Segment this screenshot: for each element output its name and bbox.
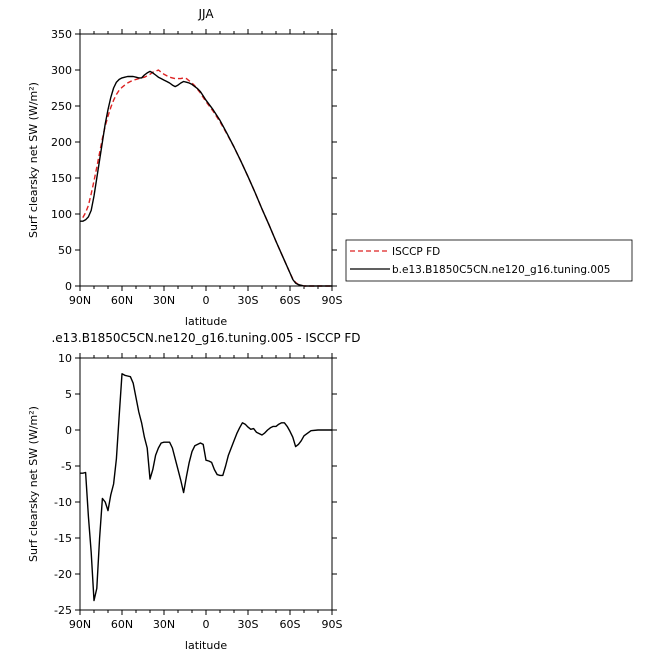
top-x-tick-label: 0	[203, 294, 210, 307]
top-y-tick-label: 350	[51, 28, 72, 41]
top-plot-frame	[79, 33, 333, 287]
bottom-x-tick-label: 60S	[280, 618, 301, 631]
bottom-y-tick-label: 10	[58, 352, 72, 365]
bottom-x-tick-label: 60N	[111, 618, 133, 631]
top-panel: JJA 90N 60N 30N 0 30S 60S 90S 0 50 100 150 200 250 30…	[27, 7, 343, 328]
bottom-x-tick-label: 90N	[69, 618, 91, 631]
top-y-tick-label: 300	[51, 64, 72, 77]
bottom-y-axis-title: Surf clearsky net SW (W/m²)	[27, 406, 40, 562]
bottom-x-tick-label: 30S	[238, 618, 259, 631]
bottom-y-tick-label: -15	[54, 532, 72, 545]
bottom-chart-title: .e13.B1850C5CN.ne120_g16.tuning.005 - IS…	[51, 331, 360, 345]
top-x-tick-label: 60S	[280, 294, 301, 307]
top-y-tick-label: 200	[51, 136, 72, 149]
top-x-tick-label: 60N	[111, 294, 133, 307]
top-x-tick-label: 90S	[322, 294, 343, 307]
top-x-tick-label: 30N	[153, 294, 175, 307]
legend: ISCCP FD b.e13.B1850C5CN.ne120_g16.tunin…	[345, 239, 633, 282]
legend-box	[345, 239, 633, 282]
top-x-axis-title: latitude	[185, 315, 227, 328]
top-x-tick-label: 30S	[238, 294, 259, 307]
top-series-line-1	[80, 70, 332, 287]
top-y-tick-label: 150	[51, 172, 72, 185]
top-y-tick-label: 250	[51, 100, 72, 113]
legend-label-model: b.e13.B1850C5CN.ne120_g16.tuning.005	[392, 264, 610, 276]
bottom-y-tick-label: -10	[54, 496, 72, 509]
top-series-line-0	[82, 69, 332, 287]
bottom-plot-frame	[79, 357, 333, 611]
bottom-y-tick-label: -5	[61, 460, 72, 473]
top-y-axis-title: Surf clearsky net SW (W/m²)	[27, 82, 40, 238]
bottom-x-tick-label: 90S	[322, 618, 343, 631]
bottom-y-tick-label: 5	[65, 388, 72, 401]
legend-label-isccp: ISCCP FD	[392, 246, 440, 258]
top-chart-title: JJA	[197, 7, 214, 21]
bottom-panel: .e13.B1850C5CN.ne120_g16.tuning.005 - IS…	[27, 331, 361, 652]
bottom-x-tick-label: 30N	[153, 618, 175, 631]
top-y-tick-label: 50	[58, 244, 72, 257]
top-y-tick-label: 100	[51, 208, 72, 221]
bottom-y-tick-label: 0	[65, 424, 72, 437]
bottom-series-line-0	[80, 373, 332, 602]
top-x-tick-label: 90N	[69, 294, 91, 307]
top-y-tick-label: 0	[65, 280, 72, 293]
bottom-x-tick-label: 0	[203, 618, 210, 631]
bottom-y-tick-label: -20	[54, 568, 72, 581]
bottom-y-tick-label: -25	[54, 604, 72, 617]
bottom-x-axis-title: latitude	[185, 639, 227, 652]
